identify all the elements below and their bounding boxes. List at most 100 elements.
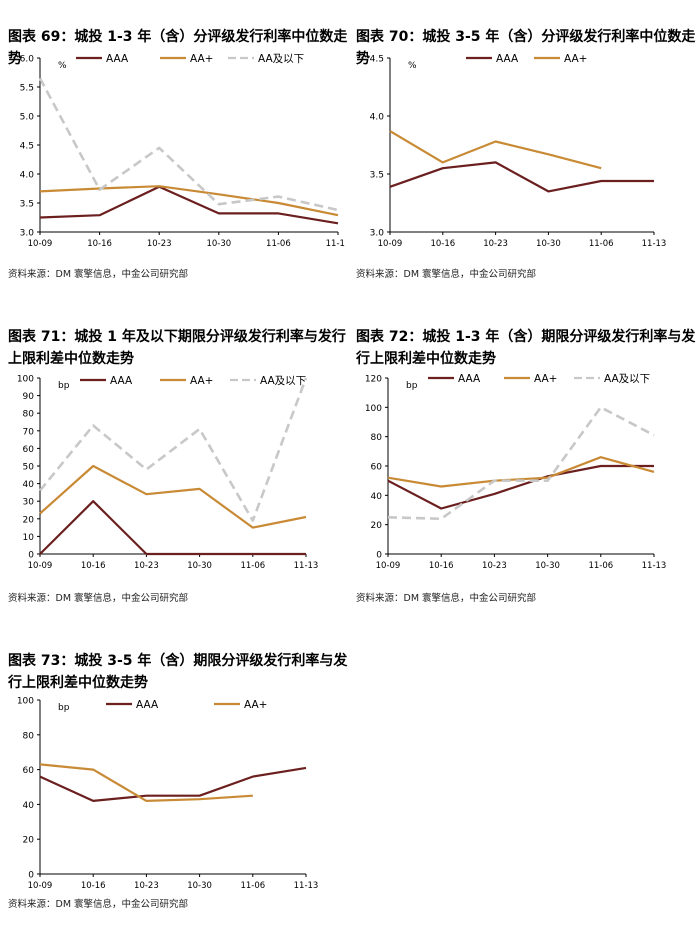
- legend-label-AAA: AAA: [496, 53, 519, 65]
- x-tick-label: 10-30: [535, 561, 560, 571]
- legend-label-AA及以下: AA及以下: [260, 375, 306, 387]
- y-tick-label: 3.0: [20, 229, 35, 239]
- y-tick-label: 10: [23, 533, 35, 543]
- x-tick-label: 10-30: [187, 561, 212, 571]
- y-tick-label: 20: [23, 836, 35, 846]
- unit-label: %: [58, 61, 67, 71]
- y-tick-label: 100: [17, 697, 34, 707]
- legend-label-AAA: AAA: [106, 53, 129, 65]
- y-tick-label: 60: [23, 766, 35, 776]
- y-tick-label: 4.5: [20, 142, 34, 152]
- y-tick-label: 0: [28, 551, 34, 561]
- legend-label-AA+: AA+: [190, 375, 213, 387]
- y-tick-label: 3.5: [370, 171, 384, 181]
- series-line-AAA: [39, 185, 339, 225]
- x-tick-label: 10-23: [134, 561, 159, 571]
- unit-label: bp: [406, 381, 418, 391]
- legend-label-AA+: AA+: [534, 373, 557, 385]
- series-line-AA及以下: [38, 377, 308, 522]
- y-tick-label: 100: [365, 404, 382, 414]
- y-tick-label: 4.0: [20, 171, 35, 181]
- unit-label: bp: [58, 381, 70, 391]
- unit-label: bp: [58, 703, 70, 713]
- x-tick-label: 11-13: [642, 239, 667, 249]
- series-line-AAA: [389, 161, 654, 193]
- series-line-AA+: [39, 185, 339, 217]
- y-tick-label: 80: [23, 731, 35, 741]
- x-tick-label: 10-09: [378, 239, 403, 249]
- series-line-AA及以下: [38, 77, 339, 212]
- x-tick-label: 10-16: [429, 561, 454, 571]
- chart-71: 0 10 20 30 40 50 60 70 80 90 100 10-09 10-16 10-23 10-…: [17, 375, 319, 572]
- x-tick-label: 10-16: [81, 881, 106, 891]
- y-tick-label: 0: [376, 551, 382, 561]
- legend-label-AA+: AA+: [244, 699, 267, 711]
- y-tick-label: 6.0: [20, 55, 35, 65]
- x-tick-label: 10-16: [81, 561, 106, 571]
- legend-label-AA+: AA+: [190, 53, 213, 65]
- series-line-AA+: [39, 763, 253, 803]
- y-tick-label: 60: [23, 445, 35, 455]
- x-tick-label: 10-30: [206, 239, 231, 249]
- chart-69-title: 图表 69：城投 1-3 年（含）分评级发行利率中位数走势: [8, 29, 348, 67]
- chart-69-source: 资料来源：DM 寰擎信息，中金公司研究部: [8, 269, 189, 280]
- y-tick-label: 100: [17, 375, 34, 385]
- x-tick-label: 10-30: [536, 239, 561, 249]
- x-tick-label: 11-13: [326, 239, 345, 249]
- x-tick-label: 10-23: [483, 239, 508, 249]
- y-tick-label: 4.0: [370, 113, 385, 123]
- series-line-AAA: [39, 766, 307, 803]
- x-tick-label: 11-06: [240, 881, 265, 891]
- x-tick-label: 11-13: [294, 881, 319, 891]
- y-tick-label: 3.5: [20, 200, 34, 210]
- series-line-AA及以下: [387, 405, 655, 521]
- x-tick-label: 10-23: [147, 239, 172, 249]
- y-tick-label: 5.5: [20, 84, 34, 94]
- x-tick-label: 10-09: [376, 561, 401, 571]
- chart-70-title: 图表 70：城投 3-5 年（含）分评级发行利率中位数走势: [356, 29, 696, 67]
- x-tick-label: 10-30: [187, 881, 212, 891]
- y-tick-label: 120: [365, 375, 382, 385]
- y-tick-label: 3.0: [370, 229, 385, 239]
- chart-71-source: 资料来源：DM 寰擎信息，中金公司研究部: [8, 593, 189, 604]
- y-tick-label: 40: [23, 801, 35, 811]
- y-tick-label: 50: [23, 463, 35, 473]
- legend-label-AAA: AAA: [458, 373, 481, 385]
- x-tick-label: 10-16: [430, 239, 455, 249]
- x-tick-label: 11-06: [266, 239, 291, 249]
- series-line-AAA: [387, 464, 654, 510]
- x-tick-label: 10-16: [87, 239, 112, 249]
- chart-72: 0 20 40 60 80 100 120 10-09 10-16 10-23 10-30 11-06…: [365, 373, 667, 571]
- chart-73-title: 图表 73：城投 3-5 年（含）期限分评级发行利率与发行上限利差中位数走势: [8, 653, 348, 691]
- x-tick-label: 11-06: [588, 561, 613, 571]
- x-tick-label: 11-06: [589, 239, 614, 249]
- legend-label-AAA: AAA: [110, 375, 133, 387]
- x-tick-label: 10-23: [134, 881, 159, 891]
- chart-70-source: 资料来源：DM 寰擎信息，中金公司研究部: [356, 269, 537, 280]
- unit-label: %: [408, 61, 417, 71]
- x-tick-label: 10-09: [28, 561, 53, 571]
- chart-72-source: 资料来源：DM 寰擎信息，中金公司研究部: [356, 593, 537, 604]
- y-tick-label: 5.0: [20, 113, 35, 123]
- y-tick-label: 20: [23, 515, 35, 525]
- series-line-AA+: [39, 464, 307, 529]
- x-tick-label: 10-09: [28, 239, 53, 249]
- x-tick-label: 11-13: [294, 561, 319, 571]
- y-tick-label: 80: [371, 433, 383, 443]
- y-tick-label: 60: [371, 463, 383, 473]
- legend-label-AAA: AAA: [136, 699, 159, 711]
- y-tick-label: 80: [23, 410, 35, 420]
- y-tick-label: 0: [28, 871, 34, 881]
- chart-71-title: 图表 71：城投 1 年及以下期限分评级发行利率与发行上限利差中位数走势: [8, 329, 346, 367]
- y-tick-label: 70: [23, 427, 35, 437]
- chart-73-source: 资料来源：DM 寰擎信息，中金公司研究部: [8, 899, 189, 910]
- legend-label-AA及以下: AA及以下: [604, 373, 650, 385]
- chart-69: 3.0 3.5 4.0 4.5 5.0 5.5 6.0 10-09 10-16 10-23 10-3…: [20, 53, 345, 249]
- y-tick-label: 40: [23, 480, 35, 490]
- y-tick-label: 90: [23, 392, 35, 402]
- x-tick-label: 10-09: [28, 881, 53, 891]
- series-line-AA+: [389, 130, 602, 170]
- legend-label-AA+: AA+: [564, 53, 587, 65]
- x-tick-label: 10-23: [482, 561, 507, 571]
- series-line-AA+: [387, 456, 655, 488]
